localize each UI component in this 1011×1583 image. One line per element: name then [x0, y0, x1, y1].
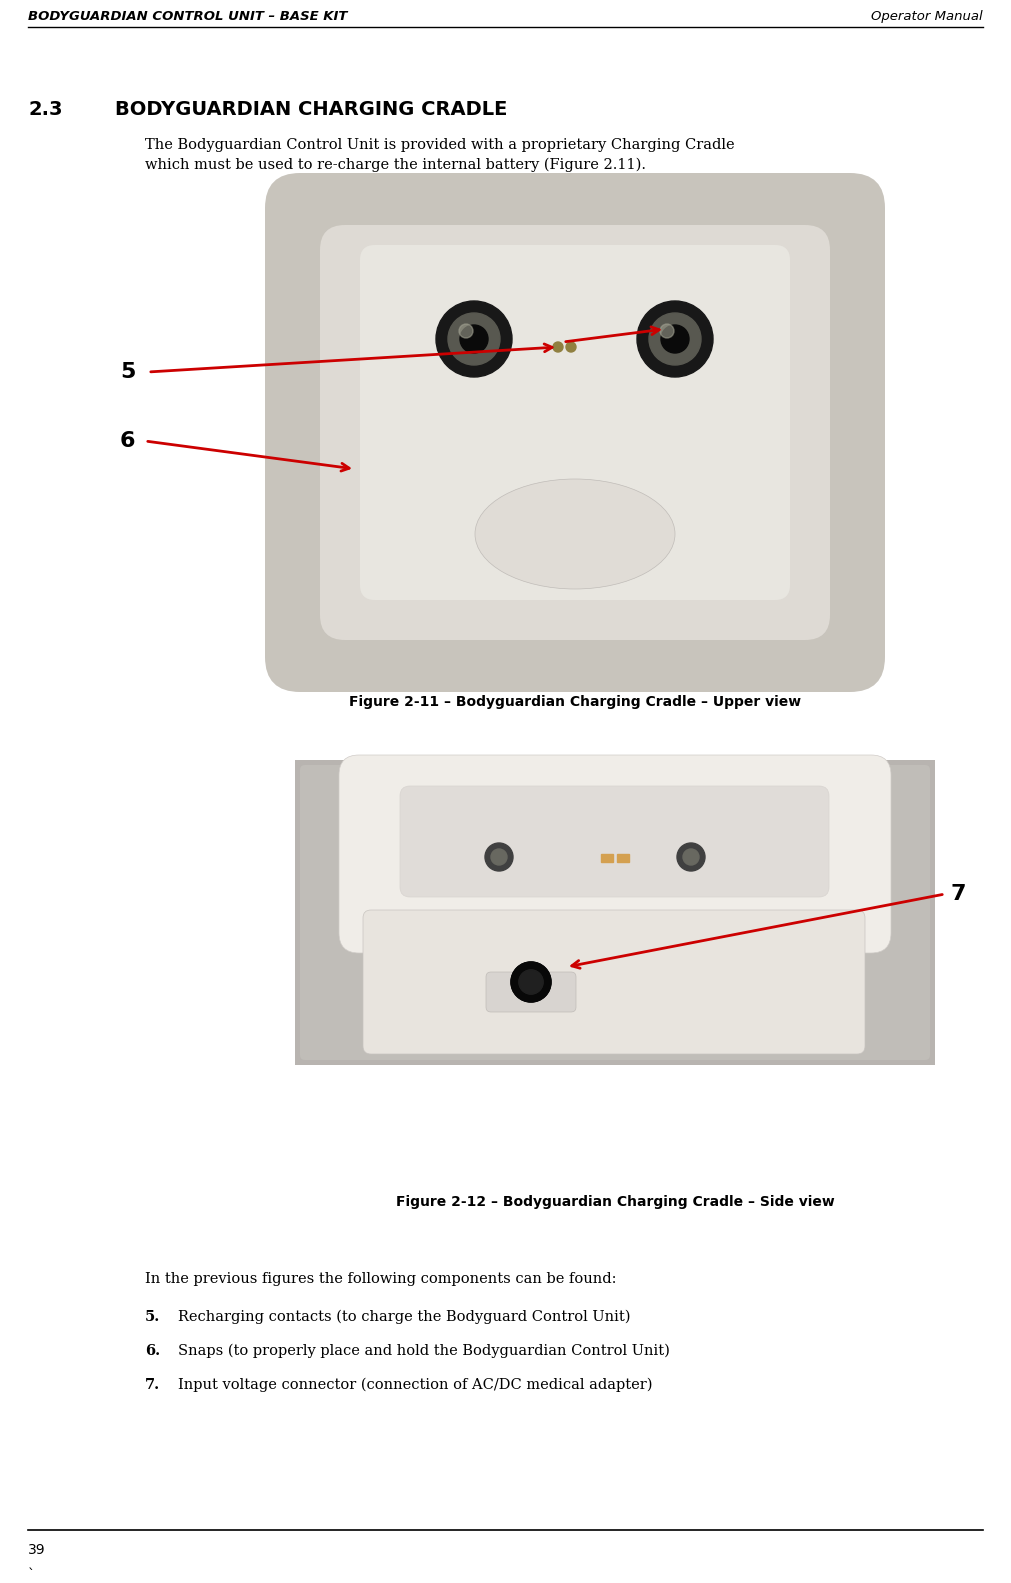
FancyBboxPatch shape — [300, 765, 930, 1061]
Circle shape — [649, 313, 701, 366]
Text: 6: 6 — [120, 431, 135, 451]
Text: Recharging contacts (to charge the Bodyguard Control Unit): Recharging contacts (to charge the Bodyg… — [178, 1311, 631, 1325]
Circle shape — [511, 962, 551, 1002]
Bar — [295, 760, 935, 1065]
Text: Figure 2-12 – Bodyguardian Charging Cradle – Side view: Figure 2-12 – Bodyguardian Charging Crad… — [395, 1195, 834, 1209]
Circle shape — [459, 325, 473, 339]
FancyBboxPatch shape — [363, 910, 865, 1054]
Bar — [617, 853, 629, 863]
Circle shape — [637, 301, 713, 377]
Circle shape — [460, 325, 488, 353]
FancyBboxPatch shape — [320, 225, 830, 640]
Text: BODYGUARDIAN CONTROL UNIT – BASE KIT: BODYGUARDIAN CONTROL UNIT – BASE KIT — [28, 9, 348, 24]
Circle shape — [660, 325, 674, 339]
Circle shape — [566, 342, 576, 351]
Bar — [295, 199, 855, 665]
Circle shape — [661, 325, 690, 353]
Ellipse shape — [475, 480, 675, 589]
Text: 2.3: 2.3 — [28, 100, 63, 119]
FancyBboxPatch shape — [400, 787, 829, 898]
Text: Figure 2-11 – Bodyguardian Charging Cradle – Upper view: Figure 2-11 – Bodyguardian Charging Crad… — [349, 695, 801, 709]
Text: Input voltage connector (connection of AC/DC medical adapter): Input voltage connector (connection of A… — [178, 1377, 652, 1393]
FancyBboxPatch shape — [360, 245, 790, 600]
Text: which must be used to re-charge the internal battery (Figure 2.11).: which must be used to re-charge the inte… — [145, 158, 646, 173]
Text: 7: 7 — [950, 883, 966, 904]
Circle shape — [491, 848, 507, 864]
FancyBboxPatch shape — [339, 755, 891, 953]
Circle shape — [448, 313, 500, 366]
Text: 7.: 7. — [145, 1377, 160, 1391]
FancyBboxPatch shape — [486, 972, 576, 1012]
Circle shape — [553, 342, 563, 351]
Circle shape — [436, 301, 512, 377]
Text: Operator Manual: Operator Manual — [871, 9, 983, 24]
Text: BODYGUARDIAN CHARGING CRADLE: BODYGUARDIAN CHARGING CRADLE — [115, 100, 508, 119]
Circle shape — [511, 962, 551, 1002]
Text: 5.: 5. — [145, 1311, 161, 1323]
FancyBboxPatch shape — [265, 173, 885, 692]
Circle shape — [519, 970, 543, 994]
Circle shape — [519, 970, 543, 994]
Circle shape — [485, 844, 513, 871]
Circle shape — [677, 844, 705, 871]
Text: 5: 5 — [120, 363, 135, 382]
Text: The Bodyguardian Control Unit is provided with a proprietary Charging Cradle: The Bodyguardian Control Unit is provide… — [145, 138, 735, 152]
Circle shape — [683, 848, 699, 864]
Text: In the previous figures the following components can be found:: In the previous figures the following co… — [145, 1273, 617, 1285]
Text: Snaps (to properly place and hold the Bodyguardian Control Unit): Snaps (to properly place and hold the Bo… — [178, 1344, 670, 1358]
Text: `: ` — [28, 1569, 35, 1581]
Bar — [601, 853, 613, 863]
Text: 6.: 6. — [145, 1344, 160, 1358]
Text: 39: 39 — [28, 1543, 45, 1558]
